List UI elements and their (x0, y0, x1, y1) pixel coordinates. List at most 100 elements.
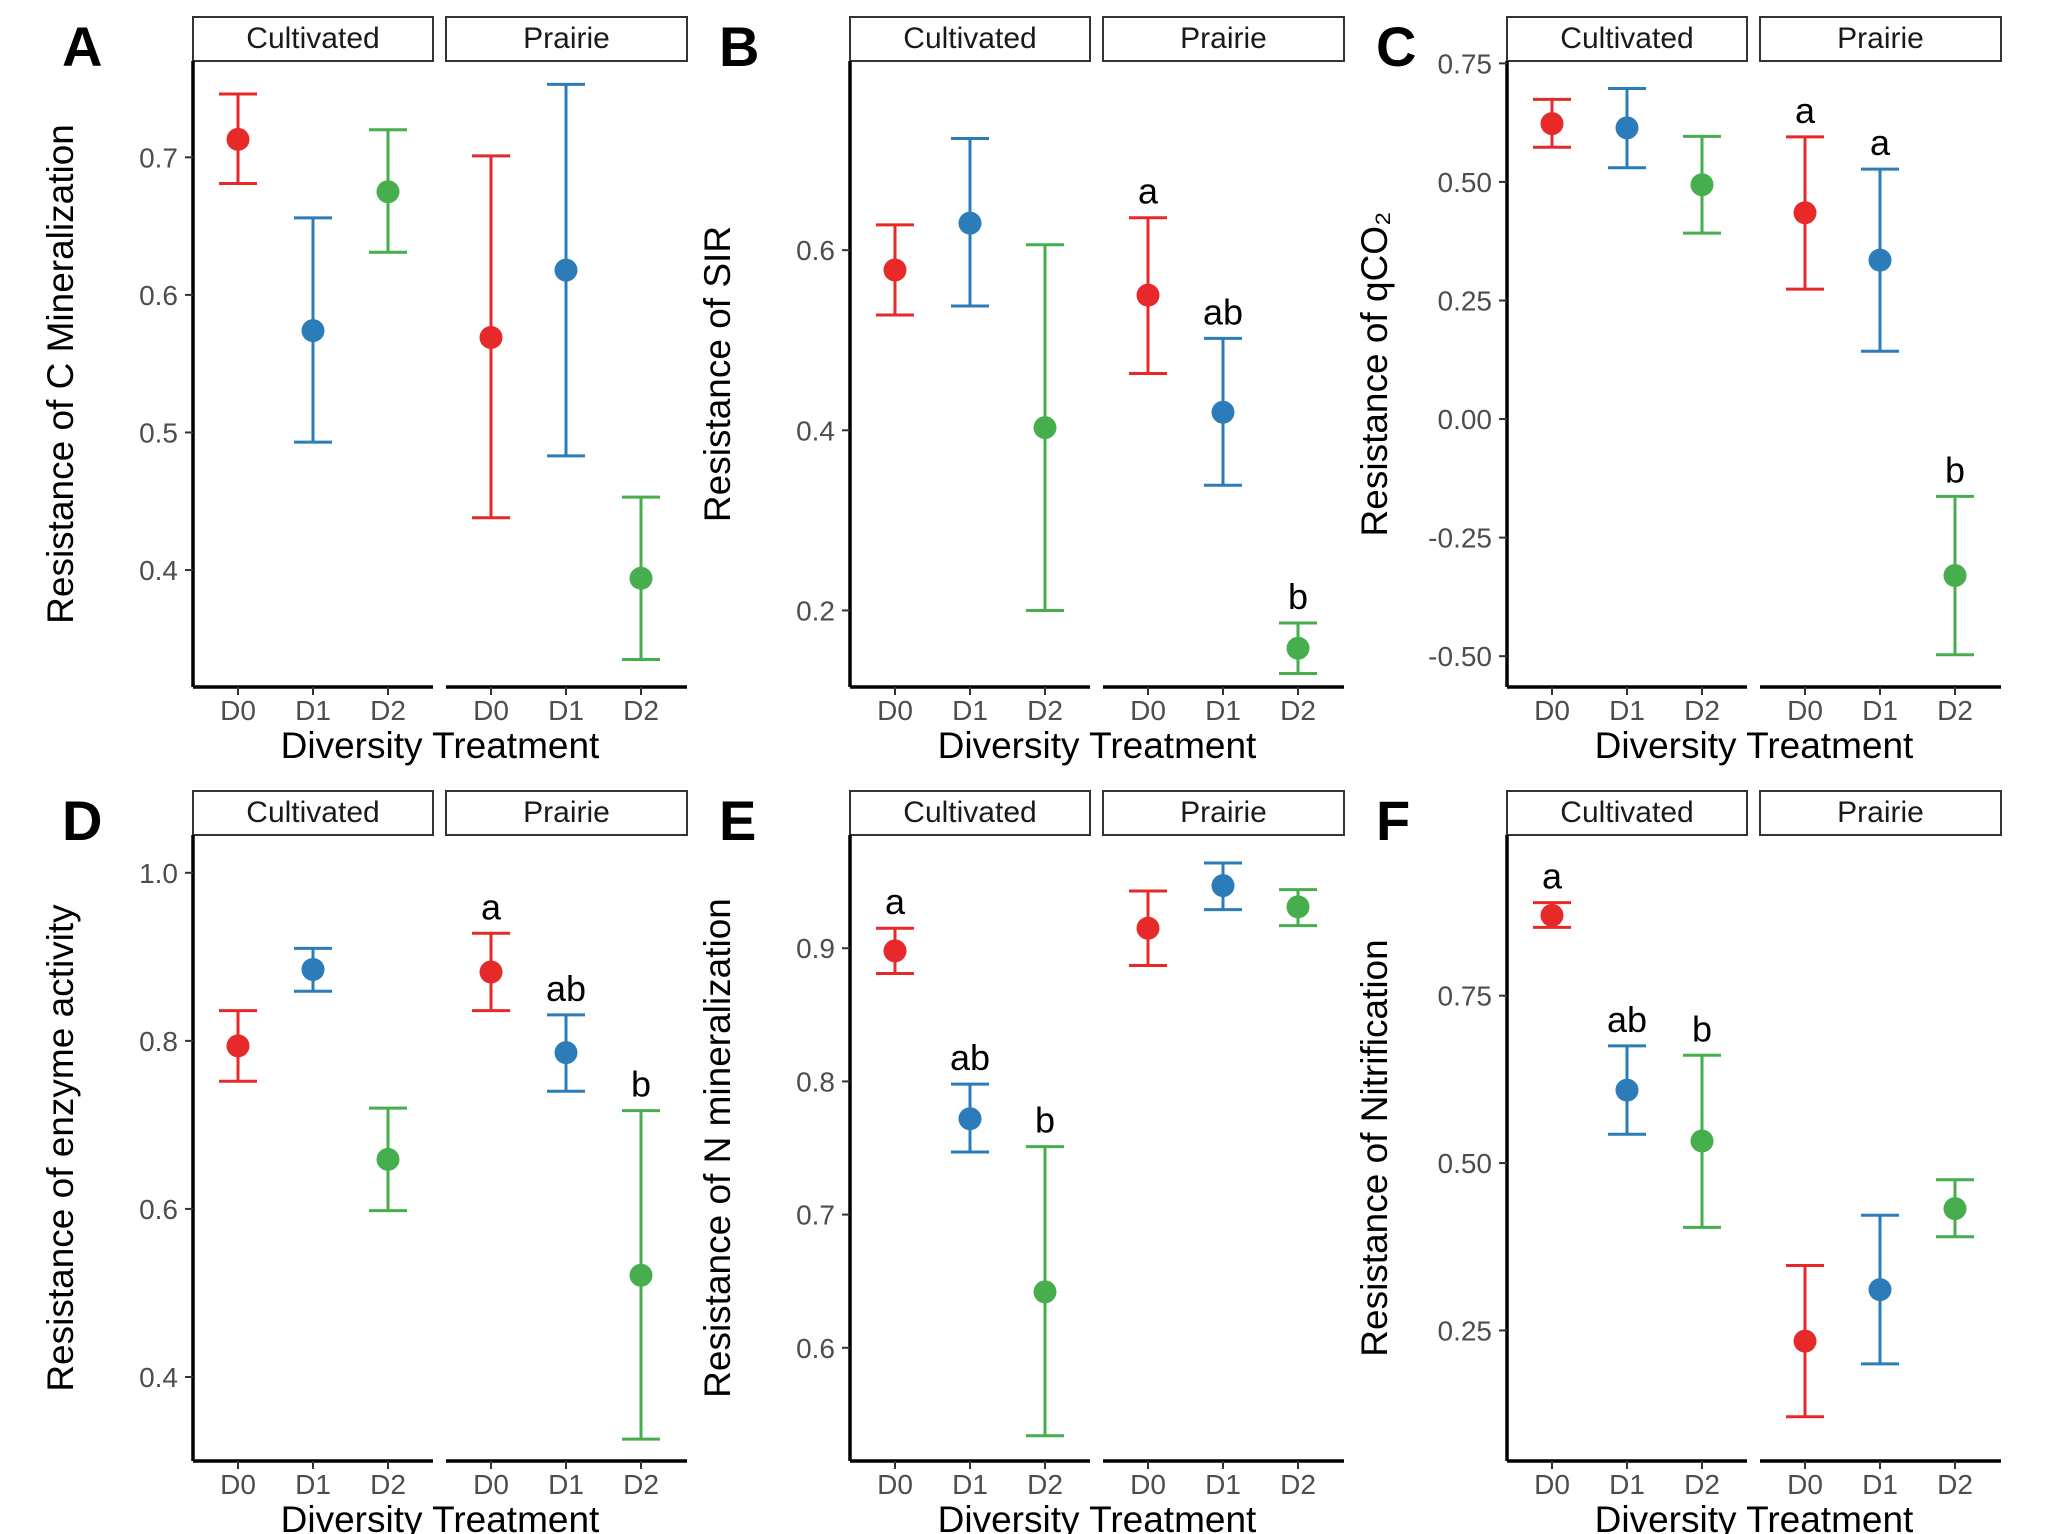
panel-letter: F (1376, 789, 1410, 852)
data-point (1868, 248, 1892, 272)
data-point (1615, 1078, 1639, 1102)
facet-strip-label: Prairie (1837, 796, 1924, 829)
data-point (479, 960, 503, 984)
facet-strip (192, 16, 434, 62)
y-tick-label: 0.6 (139, 280, 178, 311)
data-point (1286, 895, 1310, 919)
x-tick-label: D1 (1205, 695, 1241, 726)
x-tick-label: D2 (1684, 695, 1720, 726)
x-tick-label: D1 (952, 695, 988, 726)
y-tick-label: 0.75 (1438, 48, 1493, 79)
facet-strip (1102, 16, 1345, 62)
x-tick-label: D1 (548, 1469, 584, 1500)
x-axis-title: Diversity Treatment (938, 1499, 1257, 1534)
panel-b: B Cultivated Prairie 0.2 0.4 0.6 Resistance of… (697, 15, 1345, 766)
x-tick-label: D1 (1609, 695, 1645, 726)
x-tick-label: D2 (1280, 1469, 1316, 1500)
x-axis-title: Diversity Treatment (938, 725, 1257, 766)
data-point (958, 1107, 982, 1131)
x-tick-label: D1 (295, 1469, 331, 1500)
y-tick-label: 0.8 (139, 1026, 178, 1057)
data-point (1211, 400, 1235, 424)
significance-label: a (885, 881, 906, 922)
data-point (1211, 874, 1235, 898)
significance-label: b (1945, 449, 1965, 490)
x-tick-label: D2 (1027, 1469, 1063, 1500)
y-tick-label: 0.9 (796, 933, 835, 964)
x-tick-label: D1 (952, 1469, 988, 1500)
x-tick-label: D2 (1684, 1469, 1720, 1500)
facet-strip-label: Prairie (1180, 22, 1267, 55)
data-point (376, 1147, 400, 1171)
data-point (301, 957, 325, 981)
data-point (1033, 416, 1057, 440)
significance-label: a (1138, 171, 1159, 212)
facet-strip (1102, 790, 1345, 836)
x-tick-label: D0 (1787, 1469, 1823, 1500)
y-tick-label: 0.50 (1438, 1148, 1493, 1179)
data-point (958, 211, 982, 235)
data-point (479, 326, 503, 350)
significance-label: b (1692, 1008, 1712, 1049)
x-tick-label: D0 (1534, 1469, 1570, 1500)
y-tick-label: 0.7 (139, 142, 178, 173)
facet-strip-label: Cultivated (903, 796, 1036, 829)
x-axis-title: Diversity Treatment (281, 725, 600, 766)
y-tick-label: 0.6 (796, 235, 835, 266)
panel-letter: C (1376, 15, 1416, 78)
data-point (629, 1263, 653, 1287)
y-tick-label: -0.50 (1428, 641, 1492, 672)
data-point (226, 127, 250, 151)
data-point (1615, 116, 1639, 140)
x-tick-label: D1 (548, 695, 584, 726)
panel-f: F Cultivated Prairie 0.25 0.50 0.75 Resistance… (1354, 789, 2002, 1534)
facet-strip-label: Cultivated (1560, 22, 1693, 55)
facet-strip (1506, 790, 1748, 836)
y-axis-title: Resistance of SIR (697, 226, 738, 522)
y-axis-title: Resistance of N mineralization (697, 898, 738, 1398)
y-axis-title: Resistance of C Mineralization (40, 124, 81, 624)
x-tick-label: D0 (1130, 695, 1166, 726)
significance-label: a (1870, 122, 1891, 163)
facet-strip (849, 790, 1091, 836)
y-axis-title: Resistance of enzyme activity (40, 904, 81, 1392)
panel-letter: E (719, 789, 756, 852)
significance-label: a (1542, 856, 1563, 897)
facet-strip-label: Cultivated (246, 796, 379, 829)
facet-strip (445, 16, 688, 62)
significance-label: ab (1607, 999, 1647, 1040)
x-tick-label: D2 (623, 695, 659, 726)
data-point (1690, 1129, 1714, 1153)
x-tick-label: D2 (1937, 695, 1973, 726)
x-tick-label: D2 (1027, 695, 1063, 726)
significance-label: ab (950, 1037, 990, 1078)
facet-strip (445, 790, 688, 836)
x-tick-label: D0 (877, 1469, 913, 1500)
facet-strip-label: Cultivated (1560, 796, 1693, 829)
facet-strip-label: Cultivated (903, 22, 1036, 55)
x-tick-label: D1 (1862, 695, 1898, 726)
x-axis-title: Diversity Treatment (281, 1499, 600, 1534)
significance-label: b (1035, 1100, 1055, 1141)
data-point (1136, 283, 1160, 307)
significance-label: b (1288, 576, 1308, 617)
x-tick-label: D0 (1787, 695, 1823, 726)
data-point (1793, 201, 1817, 225)
x-tick-label: D0 (473, 1469, 509, 1500)
panel-c: C Cultivated Prairie -0.50 -0.25 0.00 0.25 0.50… (1354, 15, 2002, 766)
facet-strip-label: Prairie (523, 796, 610, 829)
y-tick-label: 0.5 (139, 417, 178, 448)
y-tick-label: 0.00 (1438, 404, 1493, 435)
panel-e: E Cultivated Prairie 0.6 0.7 0.8 0.9 Resistance… (697, 789, 1345, 1534)
significance-label: ab (546, 968, 586, 1009)
significance-label: a (1795, 90, 1816, 131)
data-point (883, 258, 907, 282)
y-tick-label: 0.8 (796, 1066, 835, 1097)
x-tick-label: D2 (370, 1469, 406, 1500)
x-tick-label: D1 (295, 695, 331, 726)
y-tick-label: 0.6 (796, 1333, 835, 1364)
x-tick-label: D0 (877, 695, 913, 726)
y-tick-label: 0.4 (139, 1362, 178, 1393)
data-point (1943, 1197, 1967, 1221)
